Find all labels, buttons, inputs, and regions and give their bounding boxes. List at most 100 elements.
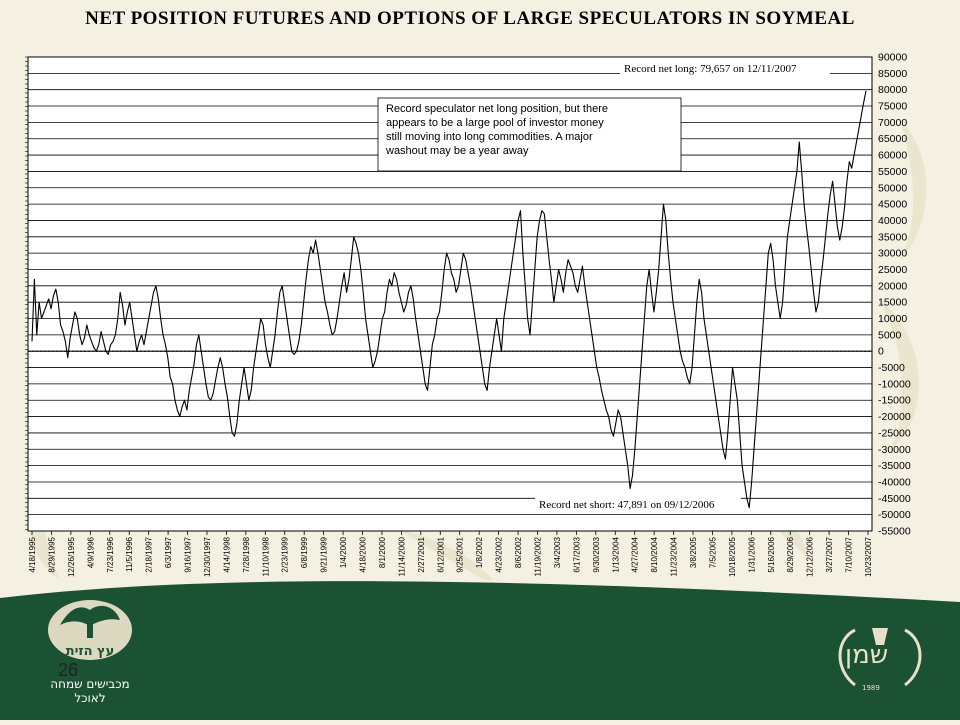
y-tick-label: 65000 [878, 133, 907, 145]
x-tick-label: 11/14/2000 [397, 536, 406, 576]
y-tick-label: 85000 [878, 68, 907, 80]
x-tick-label: 11/5/1996 [125, 536, 134, 572]
y-tick-label: -50000 [878, 509, 911, 521]
x-tick-label: 2/23/1999 [281, 536, 290, 572]
x-tick-label: 6/8/1999 [300, 536, 309, 568]
x-tick-label: 7/28/1998 [242, 536, 251, 572]
commentary-line: still moving into long commodities. A ma… [386, 131, 593, 143]
y-tick-label: -25000 [878, 427, 911, 439]
y-axis-ticks: 90000 85000 80000 75000 70000 65000 60000 55000… [878, 52, 911, 538]
x-tick-label: 4/14/1998 [222, 536, 231, 572]
logo-right-subtext: 1989 [862, 684, 880, 692]
x-tick-label: 9/21/1999 [320, 536, 329, 572]
x-tick-label: 4/18/1995 [28, 536, 37, 572]
logo-left-tagline: מכבישים שמחה לאוכל [50, 677, 130, 705]
record-short-label: Record net short: 47,891 on 09/12/2006 [539, 499, 715, 511]
y-tick-label: 40000 [878, 215, 907, 227]
y-tick-label: 10000 [878, 313, 907, 325]
record-short-box [535, 496, 741, 512]
x-tick-label: 4/23/2002 [495, 536, 504, 572]
x-tick-label: 12/12/2006 [806, 536, 815, 577]
y-tick-label: -35000 [878, 460, 911, 472]
y-tick-label: 30000 [878, 248, 907, 260]
commentary-line: washout may be a year away [385, 145, 529, 157]
y-tick-label: -15000 [878, 395, 911, 407]
commentary-line: appears to be a large pool of investor m… [386, 117, 604, 129]
x-tick-label: 3/27/2007 [825, 536, 834, 572]
x-tick-label: 4/9/1996 [86, 536, 95, 568]
x-tick-label: 1/31/2006 [747, 536, 756, 572]
y-tick-label: 0 [878, 346, 884, 358]
y-tick-label: 15000 [878, 297, 907, 309]
slide-number: 26 [58, 660, 79, 680]
x-tick-label: 1/4/2000 [339, 536, 348, 568]
x-tick-label: 9/25/2001 [456, 536, 465, 572]
slide-title: NET POSITION FUTURES AND OPTIONS OF LARG… [85, 8, 855, 29]
y-tick-label: -45000 [878, 493, 911, 505]
x-tick-label: 8/29/1995 [47, 536, 56, 572]
y-tick-label: 45000 [878, 199, 907, 211]
x-tick-label: 7/5/2005 [708, 536, 717, 568]
y-tick-label: 5000 [878, 329, 902, 341]
x-tick-label: 7/23/1996 [106, 536, 115, 572]
footer-band: עץ הזית [0, 580, 960, 720]
chart-annotations: Record net long: 79,657 on 12/11/2007 Rec… [377, 60, 830, 512]
y-tick-label: 50000 [878, 182, 907, 194]
y-tick-label: -20000 [878, 411, 911, 423]
x-axis-ticks: 4/18/1995 8/29/1995 12/26/1995 4/9/1996 7/23… [28, 531, 873, 577]
x-tick-label: 6/3/1997 [164, 536, 173, 568]
record-long-box [620, 60, 830, 76]
y-tick-label: -5000 [878, 362, 905, 374]
commentary-text: Record speculator net long position, but… [385, 103, 608, 157]
x-tick-label: 7/10/2007 [845, 536, 854, 572]
x-tick-label: 6/12/2001 [436, 536, 445, 572]
x-tick-label: 12/26/1995 [67, 536, 76, 577]
y-tick-label: 55000 [878, 166, 907, 178]
x-tick-label: 8/29/2006 [786, 536, 795, 572]
chart-series [31, 90, 867, 509]
x-tick-label: 9/16/1997 [184, 536, 193, 572]
olive-tree-logo: עץ הזית [48, 600, 132, 660]
footer-decoration: עץ הזית [0, 580, 960, 687]
y-tick-label: -30000 [878, 444, 911, 456]
x-tick-label: 3/4/2003 [553, 536, 562, 568]
x-tick-label: 12/30/1997 [203, 536, 212, 577]
x-tick-label: 5/16/2006 [767, 536, 776, 572]
x-tick-label: 10/18/2005 [728, 536, 737, 577]
x-tick-label: 8/6/2002 [514, 536, 523, 568]
x-tick-label: 2/18/1997 [145, 536, 154, 572]
y-tick-label: 90000 [878, 52, 907, 64]
x-tick-label: 3/8/2005 [689, 536, 698, 568]
x-tick-label: 2/27/2001 [417, 536, 426, 572]
x-tick-label: 6/17/2003 [572, 536, 581, 572]
x-tick-label: 1/13/2004 [611, 536, 620, 572]
record-long-label: Record net long: 79,657 on 12/11/2007 [624, 63, 797, 75]
y-tick-label: 35000 [878, 231, 907, 243]
y-tick-label: 70000 [878, 117, 907, 129]
y-tick-label: -55000 [878, 526, 911, 538]
y-tick-label: -40000 [878, 476, 911, 488]
x-tick-label: 8/10/2004 [650, 536, 659, 572]
y-tick-label: 20000 [878, 280, 907, 292]
x-tick-label: 4/18/2000 [359, 536, 368, 572]
x-tick-label: 11/23/2004 [670, 536, 679, 576]
logo-right-text: שמן [845, 640, 889, 670]
x-tick-label: 10/23/2007 [864, 536, 873, 577]
x-tick-label: 9/30/2003 [592, 536, 601, 572]
x-tick-label: 1/8/2002 [475, 536, 484, 568]
y-tick-label: -10000 [878, 378, 911, 390]
x-tick-label: 4/27/2004 [631, 536, 640, 572]
svg-text:עץ הזית: עץ הזית [66, 644, 115, 659]
commentary-box [377, 97, 682, 172]
laurel-logo [838, 628, 922, 687]
y-tick-label: 25000 [878, 264, 907, 276]
x-tick-label: 11/19/2002 [533, 536, 542, 576]
y-tick-label: 60000 [878, 150, 907, 162]
series-line [31, 90, 867, 509]
x-tick-label: 11/10/1998 [261, 536, 270, 576]
commentary-line: Record speculator net long position, but… [386, 103, 608, 115]
y-tick-label: 75000 [878, 101, 907, 113]
y-tick-label: 80000 [878, 84, 907, 96]
x-tick-label: 8/1/2000 [378, 536, 387, 568]
